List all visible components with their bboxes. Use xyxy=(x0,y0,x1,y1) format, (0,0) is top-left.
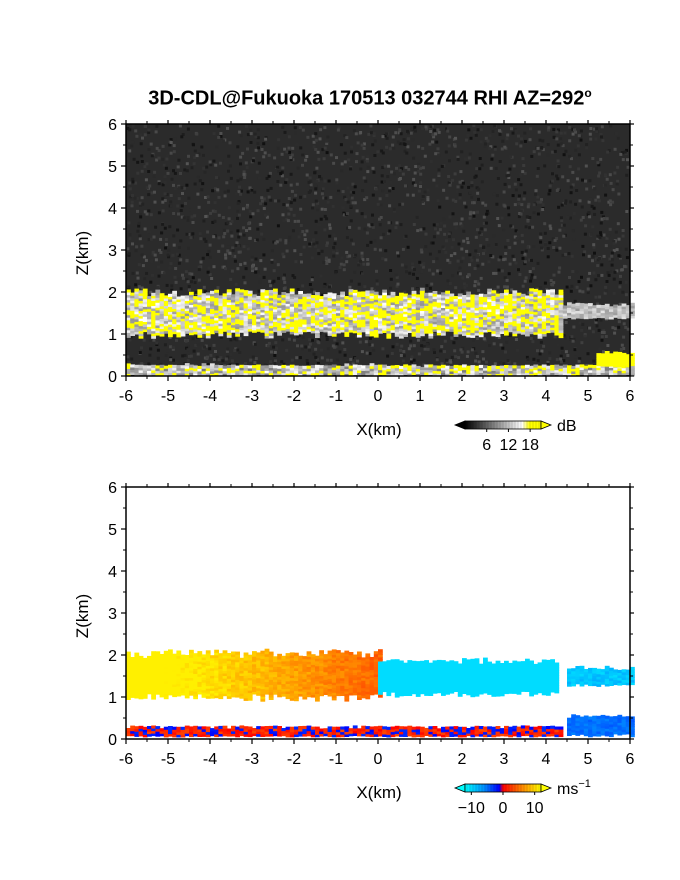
y-tick-label: 0 xyxy=(108,369,117,386)
y-tick-label: 4 xyxy=(108,564,117,581)
y-tick-label: 4 xyxy=(108,201,117,218)
x-tick-label: 2 xyxy=(458,388,467,405)
plot-background xyxy=(126,487,630,739)
y-tick-label: 2 xyxy=(108,648,117,665)
x-tick-label: -5 xyxy=(161,388,175,405)
colorbar-unit-superscript: −1 xyxy=(578,778,591,790)
colorbar-right-arrow xyxy=(540,783,553,793)
y-tick-label: 5 xyxy=(108,159,117,176)
x-tick-label: -6 xyxy=(119,751,133,768)
x-tick-label: -3 xyxy=(245,751,259,768)
y-tick-label: 3 xyxy=(108,606,117,623)
x-tick-label: 4 xyxy=(542,388,551,405)
colorbar-unit-text: dB xyxy=(557,418,577,435)
y-tick-label: 1 xyxy=(108,690,117,707)
y-tick-label: 2 xyxy=(108,285,117,302)
colorbar-tick-label: 18 xyxy=(521,437,539,454)
x-tick-label: 3 xyxy=(500,388,509,405)
colorbar-unit: ms−1 xyxy=(557,778,591,798)
x-tick-label: 5 xyxy=(584,388,593,405)
y-axis-label: Z(km) xyxy=(73,594,92,638)
x-tick-label: 1 xyxy=(416,751,425,768)
y-axis: 0 1 2 3 4 5 6 xyxy=(108,480,634,749)
x-tick-label: 1 xyxy=(416,388,425,405)
colorbar: −10 0 10 ms−1 xyxy=(453,778,591,817)
x-tick-label: -2 xyxy=(287,751,301,768)
colorbar: 6 12 18 dB xyxy=(453,418,577,454)
x-tick-label: 6 xyxy=(626,751,635,768)
x-tick-label: -2 xyxy=(287,388,301,405)
x-axis: -6 -5 -4 -3 -2 -1 0 1 2 3 4 5 6 xyxy=(119,483,635,768)
x-axis: -6 -5 -4 -3 -2 -1 0 1 2 3 4 5 6 xyxy=(119,120,635,405)
x-tick-label: -1 xyxy=(329,751,343,768)
x-tick-label: -4 xyxy=(203,751,217,768)
x-tick-label: -1 xyxy=(329,388,343,405)
data-cells xyxy=(126,287,635,377)
y-tick-label: 6 xyxy=(108,117,117,134)
y-axis: 0 1 2 3 4 5 6 xyxy=(108,117,634,386)
colorbar-right-arrow xyxy=(540,420,553,430)
y-axis-label: Z(km) xyxy=(73,231,92,275)
colorbar-tick-label: 12 xyxy=(500,437,518,454)
x-tick-label: 2 xyxy=(458,751,467,768)
colorbar-unit-text: ms xyxy=(557,781,578,798)
x-tick-label: 5 xyxy=(584,751,593,768)
data-cells xyxy=(126,648,635,738)
x-axis-label: X(km) xyxy=(356,783,401,802)
y-tick-label: 1 xyxy=(108,327,117,344)
x-tick-label: -6 xyxy=(119,388,133,405)
x-tick-label: -5 xyxy=(161,751,175,768)
colorbar-left-arrow xyxy=(453,783,466,793)
colorbar-tick-label: 0 xyxy=(499,800,508,817)
x-tick-label: 3 xyxy=(500,751,509,768)
y-tick-label: 6 xyxy=(108,480,117,497)
x-tick-label: 0 xyxy=(374,751,383,768)
x-tick-label: -3 xyxy=(245,388,259,405)
x-axis-label: X(km) xyxy=(356,420,401,439)
y-tick-label: 5 xyxy=(108,522,117,539)
colorbar-tick-label: −10 xyxy=(458,800,485,817)
y-tick-label: 0 xyxy=(108,732,117,749)
chart-title: 3D-CDL@Fukuoka 170513 032744 RHI AZ=292o xyxy=(148,86,592,110)
x-tick-label: 6 xyxy=(626,388,635,405)
x-tick-label: 0 xyxy=(374,388,383,405)
colorbar-tick-label: 6 xyxy=(482,437,491,454)
colorbar-unit: dB xyxy=(557,418,577,435)
y-tick-label: 3 xyxy=(108,243,117,260)
x-tick-label: 4 xyxy=(542,751,551,768)
colorbar-left-arrow xyxy=(453,420,466,430)
colorbar-tick-label: 10 xyxy=(526,800,544,817)
x-tick-label: -4 xyxy=(203,388,217,405)
